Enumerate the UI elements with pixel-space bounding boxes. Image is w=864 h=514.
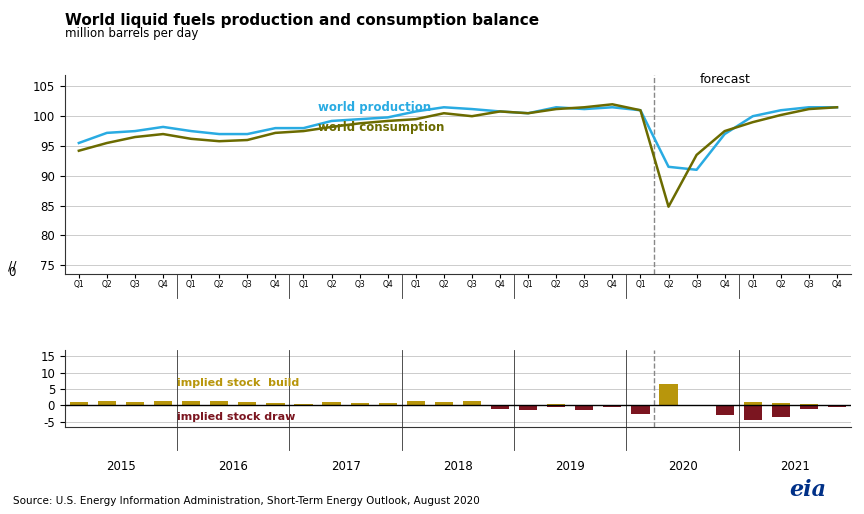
Text: //: // — [8, 260, 16, 273]
Bar — [126, 402, 144, 406]
Bar — [800, 405, 818, 406]
Bar — [295, 404, 313, 406]
Bar — [659, 384, 677, 406]
Text: Source: U.S. Energy Information Administration, Short-Term Energy Outlook, Augus: Source: U.S. Energy Information Administ… — [13, 497, 480, 506]
Bar — [210, 401, 228, 406]
Bar — [715, 406, 734, 415]
Text: implied stock draw: implied stock draw — [177, 412, 295, 422]
Bar — [70, 402, 88, 406]
Bar — [154, 401, 172, 406]
Text: world consumption: world consumption — [317, 121, 444, 134]
Text: 2016: 2016 — [219, 460, 248, 473]
Bar — [407, 401, 425, 406]
Text: million barrels per day: million barrels per day — [65, 27, 198, 40]
Text: forecast: forecast — [700, 74, 750, 86]
Bar — [744, 402, 762, 406]
Bar — [575, 406, 594, 410]
Text: World liquid fuels production and consumption balance: World liquid fuels production and consum… — [65, 13, 539, 28]
Text: 2020: 2020 — [668, 460, 697, 473]
Bar — [491, 406, 509, 409]
Bar — [632, 406, 650, 414]
Bar — [435, 402, 453, 406]
Text: implied stock  build: implied stock build — [177, 378, 299, 388]
Bar — [828, 406, 846, 407]
Bar — [519, 406, 537, 410]
Text: 2018: 2018 — [443, 460, 473, 473]
Bar — [772, 403, 790, 406]
Bar — [603, 406, 621, 407]
Text: 0: 0 — [9, 266, 16, 280]
Bar — [547, 406, 565, 407]
Bar — [266, 403, 284, 406]
Bar — [800, 406, 818, 409]
Bar — [547, 405, 565, 406]
Bar — [744, 406, 762, 420]
Text: 2019: 2019 — [556, 460, 585, 473]
Bar — [98, 400, 116, 406]
Bar — [351, 403, 369, 406]
Bar — [182, 401, 200, 406]
Text: 2017: 2017 — [331, 460, 360, 473]
Bar — [238, 402, 257, 406]
Text: 2021: 2021 — [780, 460, 810, 473]
Bar — [772, 406, 790, 417]
Bar — [378, 403, 397, 406]
Text: eia: eia — [790, 479, 826, 501]
Text: 2015: 2015 — [106, 460, 136, 473]
Text: world production: world production — [317, 101, 430, 115]
Bar — [322, 402, 340, 406]
Bar — [463, 401, 481, 406]
